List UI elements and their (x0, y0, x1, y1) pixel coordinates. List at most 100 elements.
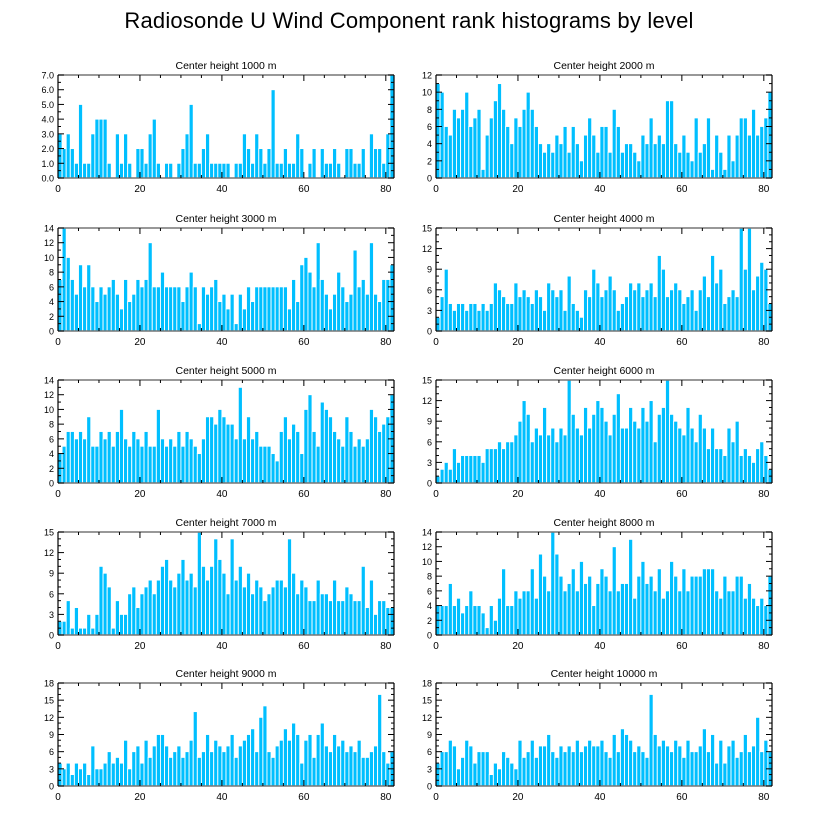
histogram-bar (607, 590, 613, 636)
x-tick-label: 80 (758, 792, 770, 803)
histogram-bar (701, 728, 707, 787)
histogram-bar (447, 468, 453, 484)
y-tick-label: 0 (49, 631, 54, 641)
histogram-bar (348, 148, 354, 179)
y-tick-label: 18 (44, 679, 54, 689)
histogram-bar (693, 751, 699, 787)
x-tick-label: 80 (380, 641, 392, 652)
histogram-bar (480, 168, 486, 179)
histogram-bar (172, 445, 178, 484)
histogram-bar (213, 739, 219, 787)
histogram-bar (476, 108, 482, 179)
histogram-bar (751, 108, 757, 179)
histogram-bar (315, 734, 321, 787)
histogram-bar (373, 613, 379, 636)
histogram-bar (389, 264, 395, 332)
histogram-bar (250, 593, 256, 636)
histogram-bar (385, 762, 391, 787)
histogram-bar (755, 716, 761, 787)
x-tick-label: 20 (134, 792, 146, 803)
histogram-bar (451, 309, 457, 332)
histogram-bar (110, 279, 116, 332)
histogram-bar (546, 590, 552, 636)
histogram-bar (644, 583, 650, 636)
histogram-bar (282, 148, 288, 179)
x-tick-label: 0 (55, 641, 61, 652)
histogram-bar (90, 745, 96, 787)
histogram-bar (159, 565, 165, 636)
histogram-bar (332, 148, 338, 179)
histogram-bar (599, 296, 605, 332)
histogram-bar (644, 420, 650, 484)
histogram-bar (102, 118, 108, 179)
x-tick-label: 40 (216, 641, 228, 652)
histogram-bar (718, 597, 724, 636)
histogram-bar (139, 148, 145, 179)
histogram-bar (669, 100, 675, 179)
histogram-bar (710, 255, 716, 332)
histogram-bar (587, 117, 593, 179)
histogram-bar (147, 756, 153, 787)
histogram-bar (603, 126, 609, 179)
histogram-bar (501, 568, 507, 636)
histogram-bar (356, 739, 362, 787)
histogram-bar (377, 600, 383, 636)
histogram-bar (566, 151, 572, 179)
histogram-bar (681, 434, 687, 484)
histogram-bar (550, 531, 556, 636)
histogram-bar (360, 279, 366, 332)
histogram-bar (155, 408, 161, 484)
x-tick-label: 60 (298, 184, 310, 195)
histogram-bar (480, 461, 486, 484)
histogram-bar (619, 728, 625, 787)
histogram-bar (119, 162, 125, 179)
histogram-bar (131, 293, 137, 332)
histogram-bar (143, 431, 149, 484)
histogram-bar (254, 286, 260, 332)
histogram-bar (443, 751, 449, 787)
histogram-bar (90, 445, 96, 484)
histogram-bar (176, 286, 182, 332)
histogram-bar (509, 605, 515, 636)
histogram-bar (464, 455, 470, 484)
histogram-bar (282, 586, 288, 636)
y-tick-label: 6.0 (41, 85, 54, 95)
histogram-bar (689, 751, 695, 787)
histogram-bar (213, 538, 219, 636)
histogram-bar (714, 282, 720, 332)
histogram-bar (184, 286, 190, 332)
histogram-bar (217, 162, 223, 179)
histogram-bar (291, 722, 297, 787)
histogram-bar (619, 303, 625, 332)
histogram-bar (360, 756, 366, 787)
y-tick-label: 0 (427, 327, 432, 337)
histogram-bar (241, 133, 247, 179)
histogram-bar (176, 431, 182, 484)
histogram-bar (546, 282, 552, 332)
histogram-bar (566, 745, 572, 787)
histogram-bar (299, 762, 305, 787)
histogram-bar (505, 441, 511, 484)
histogram-bar (106, 431, 112, 484)
histogram-bar (106, 751, 112, 787)
histogram-bar (139, 593, 145, 636)
histogram-bar (492, 100, 498, 179)
histogram-bar (558, 289, 564, 332)
histogram-bar (246, 416, 252, 484)
histogram-bar (270, 453, 276, 484)
histogram-bar (127, 768, 133, 787)
histogram-bar (94, 118, 100, 179)
histogram-bar (237, 565, 243, 636)
histogram-bar (648, 693, 654, 787)
histogram-bar (266, 148, 272, 179)
histogram-bar (533, 126, 539, 179)
histogram-bar (468, 455, 474, 484)
histogram-bar (303, 256, 309, 332)
histogram-bar (693, 575, 699, 636)
histogram-bar (147, 133, 153, 179)
histogram-bar (591, 745, 597, 787)
histogram-bar (689, 289, 695, 332)
histogram-bar (237, 386, 243, 484)
histogram-bar (574, 309, 580, 332)
histogram-bar (705, 568, 711, 636)
